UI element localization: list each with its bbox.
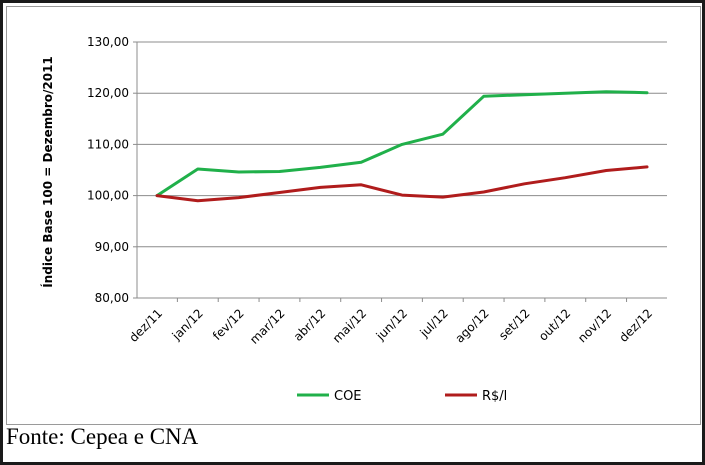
y-tick-label: 90,00 xyxy=(95,240,129,254)
x-tick-label: nov/12 xyxy=(575,306,614,345)
series-lines xyxy=(155,90,649,203)
legend: COE R$/l xyxy=(297,389,507,404)
y-tick-labels: 80,00 90,00 100,00 110,00 120,00 130,00 xyxy=(87,35,129,305)
y-axis-label: Índice Base 100 = Dezembro/2011 xyxy=(40,56,55,288)
chart-area-frame xyxy=(6,6,701,425)
x-tick-labels: dez/11 jan/12 fev/12 mar/12 abr/12 mai/12 jun/… xyxy=(126,306,655,347)
x-tick-label: dez/11 xyxy=(126,306,165,345)
x-tick-label: mai/12 xyxy=(330,306,369,345)
y-tick-label: 100,00 xyxy=(87,189,129,203)
x-tick-label: ago/12 xyxy=(452,306,491,345)
axes xyxy=(133,41,667,302)
legend-label: COE xyxy=(334,389,362,404)
x-tick-label: out/12 xyxy=(536,306,573,343)
line-chart: 80,00 90,00 100,00 110,00 120,00 130,00 dez/1… xyxy=(40,35,667,404)
y-tick-label: 110,00 xyxy=(87,137,129,151)
y-tick-label: 120,00 xyxy=(87,86,129,100)
x-tick-label: jun/12 xyxy=(373,306,410,343)
x-tick-label: abr/12 xyxy=(291,306,329,344)
x-tick-label: dez/12 xyxy=(616,306,655,345)
gridlines xyxy=(137,41,667,248)
y-tick-label: 130,00 xyxy=(87,35,129,49)
source-caption: Fonte: Cepea e CNA xyxy=(6,424,199,449)
legend-label: R$/l xyxy=(482,389,507,404)
x-tick-label: set/12 xyxy=(496,306,533,343)
series-line-coe xyxy=(155,90,649,198)
series-line-r-l xyxy=(155,165,649,203)
x-tick-label: fev/12 xyxy=(210,306,247,343)
y-tick-label: 80,00 xyxy=(95,291,129,305)
x-tick-label: jan/12 xyxy=(169,306,206,343)
x-tick-label: jul/12 xyxy=(417,306,451,340)
x-tick-label: mar/12 xyxy=(247,306,288,347)
